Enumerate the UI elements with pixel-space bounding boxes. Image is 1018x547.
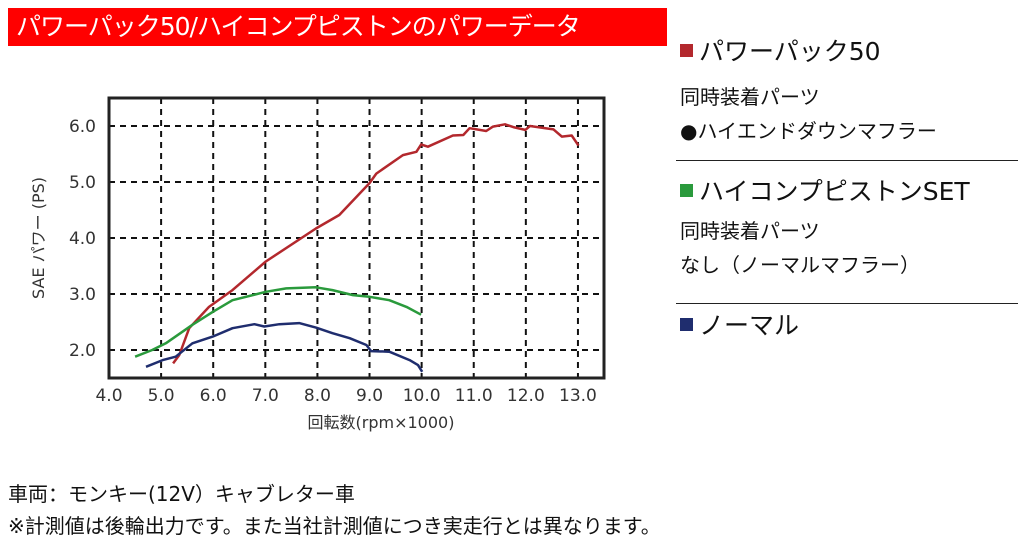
plot-frame bbox=[107, 96, 606, 380]
legend-divider bbox=[676, 303, 1018, 304]
x-tick-label: 9.0 bbox=[356, 386, 383, 406]
y-tick-label: 3.0 bbox=[69, 285, 96, 305]
x-tick-label: 5.0 bbox=[148, 386, 175, 406]
chart-title: パワーパック50/ハイコンプピストンのパワーデータ bbox=[8, 8, 667, 46]
x-tick-label: 11.0 bbox=[455, 386, 493, 406]
series-lines bbox=[134, 123, 580, 373]
hicomp-parts: なし（ノーマルマフラー） bbox=[680, 253, 920, 277]
series-line bbox=[134, 286, 422, 358]
legend-hicomp: ハイコンプピストンSET bbox=[680, 170, 1018, 210]
green-square-icon bbox=[680, 183, 693, 197]
x-tick-label: 12.0 bbox=[507, 386, 545, 406]
series-line bbox=[172, 123, 580, 365]
legend-powerpack: パワーパック50 bbox=[680, 30, 1018, 70]
legend-divider bbox=[676, 160, 1018, 161]
y-tick-label: 4.0 bbox=[69, 229, 96, 249]
x-tick-label: 6.0 bbox=[200, 386, 227, 406]
tick-labels: 4.0 5.0 6.0 7.0 8.0 9.0 10.0 11.0 12.0 13.0 2.0 3.0… bbox=[69, 117, 597, 406]
x-tick-label: 7.0 bbox=[252, 386, 279, 406]
legend-hicomp-label: ハイコンプピストンSET bbox=[699, 177, 970, 206]
blue-square-icon bbox=[680, 317, 693, 331]
powerpack-parts-title: 同時装着パーツ bbox=[680, 85, 820, 109]
y-tick-label: 5.0 bbox=[69, 173, 96, 193]
grid bbox=[109, 98, 604, 378]
x-tick-label: 4.0 bbox=[95, 386, 122, 406]
legend: パワーパック50 同時装着パーツ ●ハイエンドダウンマフラー ハイコンプピストン… bbox=[680, 30, 1018, 344]
y-tick-label: 2.0 bbox=[69, 341, 96, 361]
y-axis-label: SAE パワー (PS) bbox=[29, 177, 48, 299]
x-tick-label: 13.0 bbox=[559, 386, 597, 406]
x-tick-label: 8.0 bbox=[304, 386, 331, 406]
legend-powerpack-label: パワーパック50 bbox=[699, 37, 881, 66]
powerpack-parts: ●ハイエンドダウンマフラー bbox=[680, 119, 937, 143]
series-line bbox=[145, 321, 424, 373]
disclaimer-note: ※計測値は後輪出力です。また当社計測値につき実走行とは異なります。 bbox=[8, 514, 661, 538]
red-square-icon bbox=[680, 43, 693, 57]
vehicle-note: 車両：モンキー(12V）キャブレター車 bbox=[8, 482, 355, 506]
hicomp-parts-title: 同時装着パーツ bbox=[680, 219, 820, 243]
x-tick-label: 10.0 bbox=[403, 386, 441, 406]
legend-normal-label: ノーマル bbox=[699, 311, 800, 340]
legend-normal: ノーマル bbox=[680, 304, 1018, 344]
x-axis-label: 回転数(rpm×1000) bbox=[308, 413, 455, 432]
y-tick-label: 6.0 bbox=[69, 117, 96, 137]
